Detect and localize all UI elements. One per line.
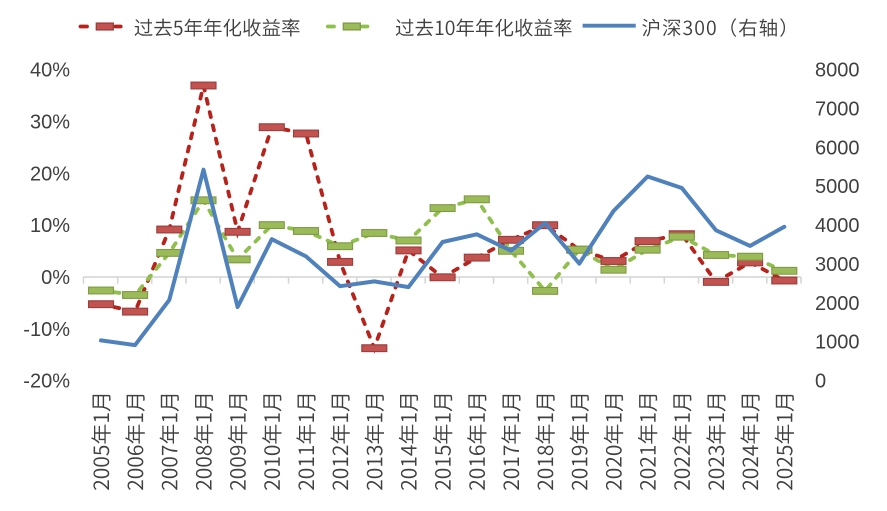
svg-text:-10%: -10% [23,319,70,341]
svg-text:0%: 0% [41,267,70,289]
svg-text:7000: 7000 [815,99,860,121]
svg-text:0: 0 [815,371,826,393]
svg-text:5000: 5000 [815,176,860,198]
svg-text:40%: 40% [30,60,70,82]
svg-text:10%: 10% [30,215,70,237]
svg-text:2000: 2000 [815,293,860,315]
svg-text:1000: 1000 [815,332,860,354]
svg-text:-20%: -20% [23,371,70,393]
svg-text:3000: 3000 [815,254,860,276]
svg-text:8000: 8000 [815,60,860,82]
svg-text:4000: 4000 [815,215,860,237]
svg-text:30%: 30% [30,112,70,134]
svg-text:20%: 20% [30,163,70,185]
svg-text:6000: 6000 [815,137,860,159]
